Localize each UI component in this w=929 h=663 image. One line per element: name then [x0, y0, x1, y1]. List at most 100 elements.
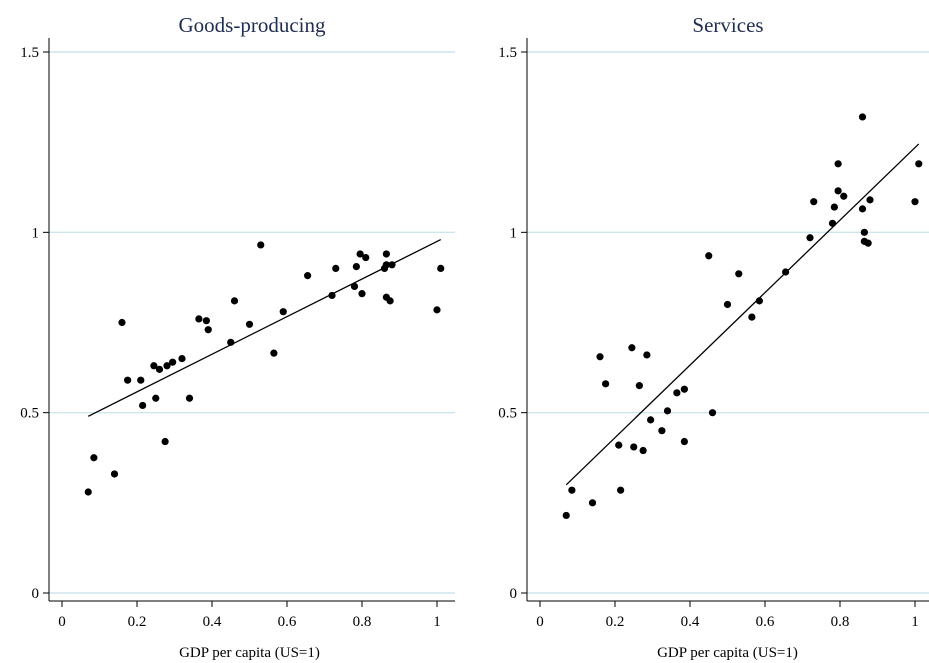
p2-data-point [568, 486, 576, 494]
p1-data-point [150, 362, 158, 370]
p2-data-point [673, 389, 681, 397]
p2-data-point [860, 228, 868, 236]
p2-data-point [755, 297, 763, 305]
p2-data-point [915, 160, 923, 168]
p2-data-point [864, 239, 872, 247]
p1-data-point [279, 308, 287, 316]
p1-data-point [152, 394, 160, 402]
p2-data-point [834, 187, 842, 195]
p1-data-point [350, 282, 359, 291]
p2-data-point [647, 416, 655, 424]
p1-data-point [195, 315, 203, 323]
p1-x-tick-label: 0.2 [128, 614, 147, 630]
p1-data-point [204, 326, 212, 334]
p1-data-point [270, 349, 278, 357]
p1-y-tick-label: 0 [32, 586, 40, 602]
p2-data-point [596, 353, 604, 361]
p1-data-point [202, 317, 210, 325]
p2-data-point [866, 196, 874, 204]
p2-data-point [911, 198, 919, 206]
p1-y-tick-label: 1 [32, 225, 40, 241]
p2-data-point [782, 268, 790, 276]
p2-data-point [828, 219, 837, 227]
p2-data-point [735, 270, 743, 278]
p2-data-point [708, 409, 717, 417]
p1-data-point [110, 470, 119, 478]
p2-data-point [630, 443, 638, 451]
p1-data-point [84, 488, 92, 496]
p2-chart-title: Services [692, 13, 763, 37]
p2-y-tick-label: 1 [510, 225, 518, 241]
p1-data-point [155, 365, 164, 373]
p1-data-point [257, 241, 265, 249]
p1-data-point [118, 318, 126, 327]
p2-data-point [643, 351, 651, 359]
p1-data-point [388, 261, 396, 269]
p2-data-point [628, 344, 636, 352]
p1-data-point [245, 320, 254, 328]
p1-data-point [382, 261, 390, 269]
p1-x-tick-label: 0.6 [278, 614, 297, 630]
p2-data-point [830, 203, 838, 211]
p2-data-point [858, 113, 867, 121]
p1-data-point [437, 264, 445, 272]
p1-data-point [356, 250, 364, 258]
p1-x-tick-label: 1 [433, 614, 441, 630]
p2-data-point [588, 499, 597, 507]
p1-y-tick-label: 0.5 [20, 406, 39, 422]
p2-data-point [748, 313, 756, 321]
p2-x-tick-label: 0.8 [831, 614, 850, 630]
p1-data-point [386, 297, 394, 305]
p2-data-point [806, 234, 814, 242]
p2-y-tick-label: 0 [510, 586, 518, 602]
p2-x-tick-label: 0 [536, 614, 544, 630]
p2-x-tick-label: 0.6 [756, 614, 775, 630]
p1-chart-title: Goods-producing [179, 13, 326, 37]
p2-x-tick-label: 0.4 [681, 614, 700, 630]
p2-data-point [858, 205, 867, 213]
p1-data-point [90, 454, 98, 462]
p2-data-point [658, 427, 666, 435]
p2-data-point [562, 511, 570, 520]
p2-data-point [810, 198, 818, 206]
p1-data-point [161, 437, 169, 446]
p1-data-point [185, 394, 194, 402]
p1-data-point [124, 376, 132, 384]
p1-x-tick-label: 0.4 [203, 614, 222, 630]
p1-y-tick-label: 1.5 [20, 45, 39, 61]
p1-data-point [433, 306, 441, 314]
p1-data-point [304, 272, 312, 280]
p1-data-point [382, 250, 390, 258]
p1-data-point [332, 264, 340, 272]
p1-x-tick-label: 0 [58, 614, 66, 630]
p1-data-point [227, 338, 235, 346]
p1-data-point [358, 290, 366, 298]
p1-data-point [137, 376, 145, 384]
p2-data-point [840, 192, 848, 200]
p1-data-point [230, 297, 239, 305]
p2-data-point [680, 437, 688, 446]
p1-data-point [328, 291, 336, 300]
p2-data-point [705, 252, 713, 260]
p1-data-point [169, 358, 177, 366]
p1-data-point [352, 262, 360, 271]
p2-data-point [723, 300, 732, 309]
p2-y-tick-label: 1.5 [498, 45, 517, 61]
p1-data-point [163, 362, 171, 370]
p1-x-tick-label: 0.8 [353, 614, 372, 630]
p2-data-point [617, 486, 625, 494]
p2-data-point [834, 160, 842, 168]
p1-x-axis-label: GDP per capita (US=1) [179, 645, 320, 661]
p2-data-point [635, 382, 643, 390]
p1-data-point [362, 253, 370, 262]
p2-data-point [663, 407, 672, 415]
p1-data-point [178, 354, 186, 363]
p2-data-point [639, 446, 647, 455]
p2-data-point [602, 380, 610, 388]
p1-data-point [139, 401, 147, 410]
p2-data-point [615, 441, 623, 449]
p2-x-axis-label: GDP per capita (US=1) [657, 645, 798, 661]
p2-data-point [680, 385, 688, 393]
p2-y-tick-label: 0.5 [498, 406, 517, 422]
